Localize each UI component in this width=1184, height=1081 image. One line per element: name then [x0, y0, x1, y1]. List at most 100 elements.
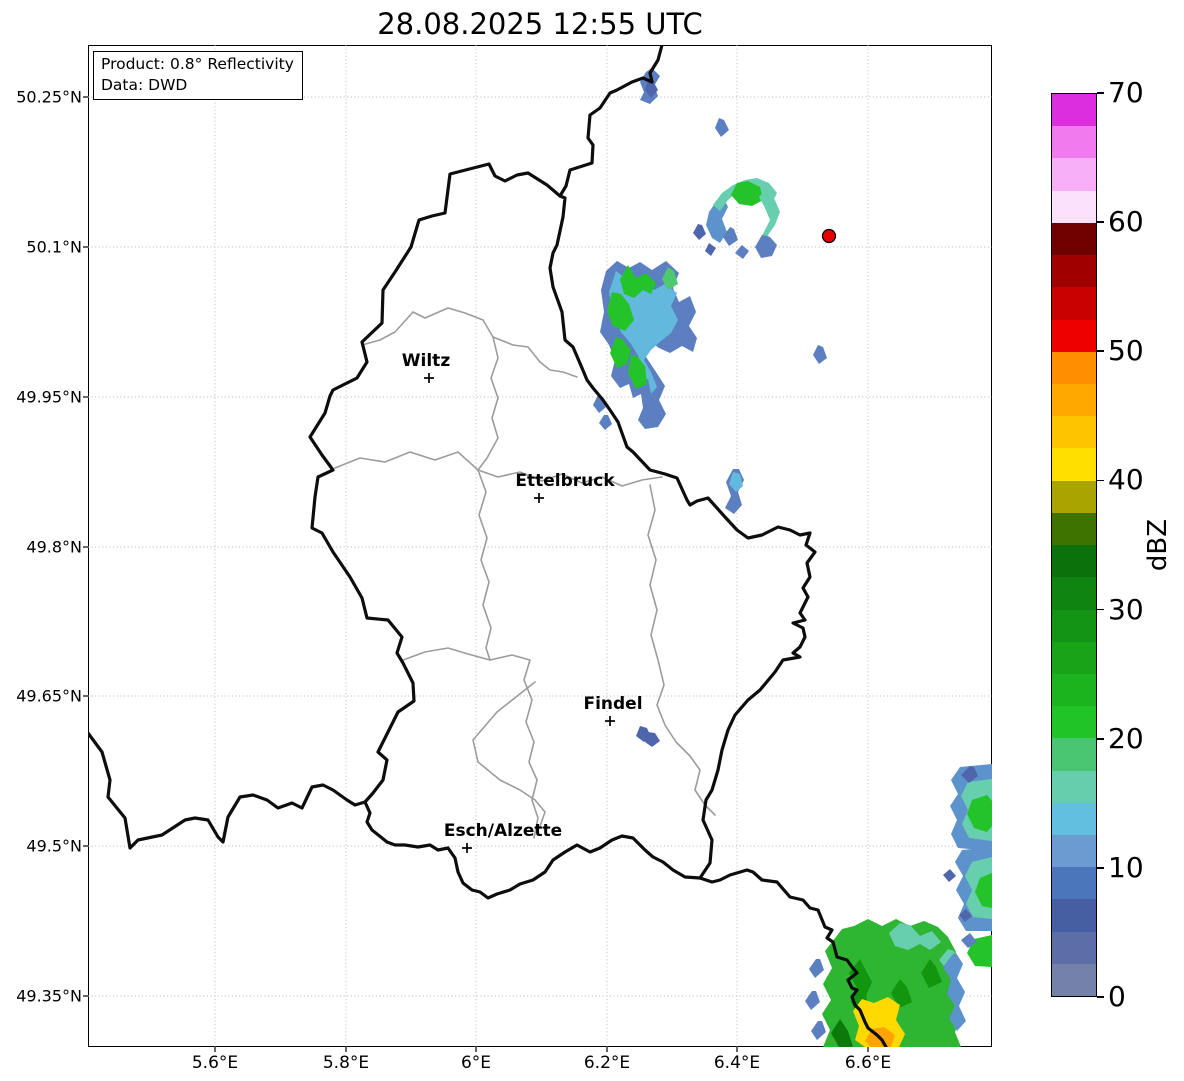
radar-echo [975, 873, 992, 908]
colorbar-segment [1052, 287, 1096, 320]
x-tick-label: 5.8°E [322, 1053, 370, 1073]
colorbar-tick-mark [1097, 92, 1104, 94]
radar-echo [943, 953, 966, 1031]
colorbar-tick-label: 10 [1108, 850, 1144, 884]
country-border [558, 45, 664, 198]
colorbar-tick-label: 70 [1108, 76, 1144, 109]
radar-echo [889, 923, 941, 950]
colorbar-tick-label: 40 [1108, 463, 1144, 497]
colorbar-segment [1052, 835, 1096, 868]
colorbar-segment [1052, 931, 1096, 964]
radar-echo [813, 345, 827, 364]
radar-echo [599, 415, 612, 430]
country-border [698, 868, 888, 1047]
page-title: 28.08.2025 12:55 UTC [377, 7, 703, 41]
colorbar-segment [1052, 738, 1096, 771]
colorbar-tick-label: 50 [1108, 334, 1144, 368]
colorbar-segment [1052, 319, 1096, 352]
colorbar-segment [1052, 706, 1096, 739]
colorbar-tick-label: 0 [1108, 980, 1126, 1013]
radar-echo [723, 227, 738, 246]
colorbar-tick-mark [1097, 867, 1104, 869]
radar-echo [693, 224, 706, 240]
product-info-line2: Data: DWD [101, 76, 188, 94]
colorbar-segment [1052, 802, 1096, 836]
radar-echo [645, 732, 660, 747]
city-marker [424, 373, 434, 383]
city-marker [534, 493, 544, 503]
radar-echo [831, 1019, 853, 1047]
radar-echo [959, 909, 972, 922]
admin-border [647, 484, 716, 816]
y-tick-label: 49.8°N [26, 537, 82, 557]
colorbar-segment [1052, 641, 1096, 674]
colorbar-segment [1052, 770, 1096, 803]
colorbar-segment [1052, 158, 1096, 191]
radar-echo [715, 118, 729, 137]
city-label: Esch/Alzette [443, 821, 563, 841]
country-border [548, 194, 817, 880]
radar-echo [662, 267, 678, 290]
admin-border [477, 336, 499, 471]
country-border [308, 162, 562, 804]
admin-border [477, 469, 492, 661]
y-tick-label: 49.35°N [16, 986, 82, 1006]
map-layers [88, 45, 992, 1047]
radar-echo [620, 265, 656, 298]
colorbar-segment [1052, 480, 1096, 513]
admin-border [472, 681, 546, 827]
radar-echo [809, 959, 824, 978]
radar-echo [755, 235, 777, 258]
country-border [88, 731, 367, 850]
colorbar-tick-label: 20 [1108, 721, 1144, 755]
y-tick-label: 49.5°N [26, 836, 82, 856]
colorbar-segment [1052, 512, 1096, 546]
x-tick-label: 6.2°E [583, 1053, 631, 1073]
colorbar-tick-mark [1097, 996, 1104, 998]
radar-site-marker [821, 228, 837, 244]
colorbar-segment [1052, 190, 1096, 223]
radar-echo [805, 991, 820, 1010]
map-plot-frame [88, 45, 992, 1047]
colorbar-segment [1052, 867, 1096, 900]
radar-echo [961, 766, 978, 783]
colorbar-tick-mark [1097, 608, 1104, 611]
colorbar-segment [1052, 899, 1096, 932]
colorbar-segment [1052, 222, 1096, 256]
colorbar-segment [1052, 673, 1096, 707]
colorbar-segment [1052, 126, 1096, 159]
admin-border [334, 451, 479, 471]
y-tick-label: 49.95°N [16, 387, 82, 407]
admin-border [361, 307, 578, 378]
colorbar-tick-mark [1097, 350, 1104, 353]
radar-echo [706, 199, 728, 243]
colorbar-segment [1052, 416, 1096, 449]
colorbar-segment [1052, 94, 1096, 127]
colorbar-tick-label: 60 [1108, 205, 1144, 239]
radar-echo [943, 869, 956, 882]
radar-echo [731, 181, 763, 206]
colorbar-segment [1052, 609, 1096, 642]
x-tick-label: 6°E [460, 1053, 492, 1073]
colorbar-segment [1052, 383, 1096, 417]
y-tick-label: 49.65°N [16, 686, 82, 706]
city-marker [462, 843, 472, 853]
city-marker [605, 716, 615, 726]
colorbar-unit-label: dBZ [1143, 518, 1173, 572]
colorbar-segment [1052, 577, 1096, 610]
y-tick-label: 50.1°N [26, 237, 82, 257]
radar-echo [705, 243, 716, 256]
colorbar-segment [1052, 545, 1096, 578]
colorbar-tick-mark [1097, 221, 1104, 223]
colorbar-segment [1052, 255, 1096, 288]
admin-border [477, 469, 663, 487]
city-label: Ettelbruck [515, 471, 615, 491]
country-border [363, 800, 702, 900]
radar-echo [735, 245, 749, 259]
radar-echo [961, 933, 977, 948]
x-tick-label: 5.6°E [191, 1053, 239, 1073]
product-info-line1: Product: 0.8° Reflectivity [101, 55, 294, 73]
colorbar [1051, 93, 1097, 997]
